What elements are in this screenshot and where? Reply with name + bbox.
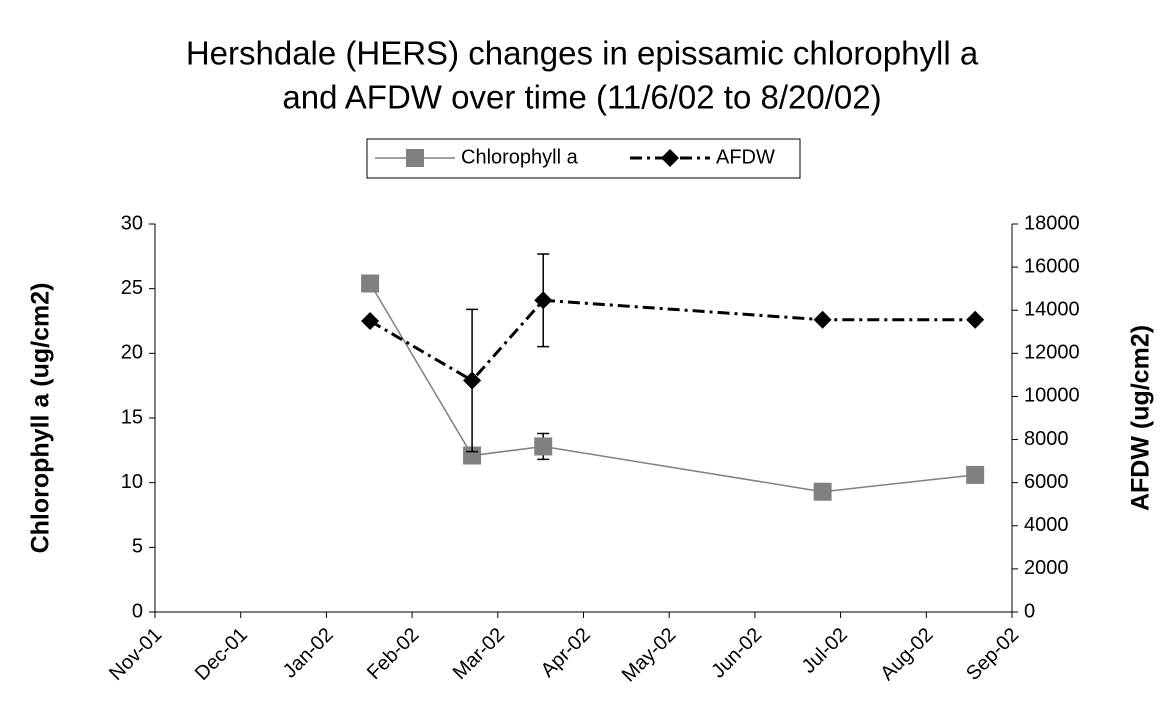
legend-marker (406, 149, 424, 167)
x-tick-label: Aug-02 (876, 624, 937, 685)
y2-tick-label: 16000 (1024, 255, 1080, 277)
marker (534, 291, 553, 310)
x-tick-label: Sep-02 (962, 624, 1023, 685)
marker (966, 310, 985, 329)
y2-tick-label: 0 (1024, 600, 1035, 622)
y-tick-label: 5 (132, 536, 143, 558)
x-tick-label: Mar-02 (449, 624, 509, 684)
y-tick-label: 30 (121, 212, 143, 234)
y2-tick-label: 10000 (1024, 385, 1080, 407)
x-tick-label: Jul-02 (798, 624, 852, 678)
y-tick-label: 20 (121, 342, 143, 364)
marker (813, 310, 832, 329)
marker (966, 465, 985, 484)
y2-tick-label: 18000 (1024, 212, 1080, 234)
series-line (369, 298, 976, 383)
y2-tick-label: 2000 (1024, 557, 1069, 579)
marker (463, 371, 482, 390)
marker (361, 312, 380, 330)
legend-text: Chlorophyll a (461, 146, 579, 168)
x-tick-label: Jun-02 (707, 624, 766, 683)
marker (813, 482, 832, 501)
y-axis-title: Chlorophyll a (ug/cm2) (27, 283, 55, 554)
x-tick-label: May-02 (618, 624, 681, 687)
x-tick-label: Nov-01 (105, 624, 166, 685)
y-tick-label: 10 (121, 471, 143, 493)
marker (361, 274, 380, 293)
y-tick-label: 0 (132, 600, 143, 622)
y-tick-label: 25 (121, 277, 143, 299)
y-tick-label: 15 (121, 406, 143, 428)
x-tick-label: Jan-02 (279, 624, 338, 683)
legend-marker (661, 149, 679, 167)
chart-title: and AFDW over time (11/6/02 to 8/20/02) (282, 79, 881, 116)
legend-text: AFDW (716, 146, 775, 168)
series-line (369, 283, 976, 493)
y2-tick-label: 4000 (1024, 514, 1069, 536)
y2-tick-label: 14000 (1024, 299, 1080, 321)
y2-tick-label: 8000 (1024, 428, 1069, 450)
x-tick-label: Feb-02 (363, 624, 423, 684)
marker (534, 437, 553, 456)
x-tick-label: Apr-02 (537, 624, 595, 682)
y2-tick-label: 12000 (1024, 342, 1080, 364)
y2-axis-title: AFDW (ug/cm2) (1127, 325, 1155, 511)
chart-title: Hershdale (HERS) changes in epissamic ch… (186, 35, 979, 72)
y2-tick-label: 6000 (1024, 471, 1069, 493)
x-tick-label: Dec-01 (191, 624, 252, 685)
